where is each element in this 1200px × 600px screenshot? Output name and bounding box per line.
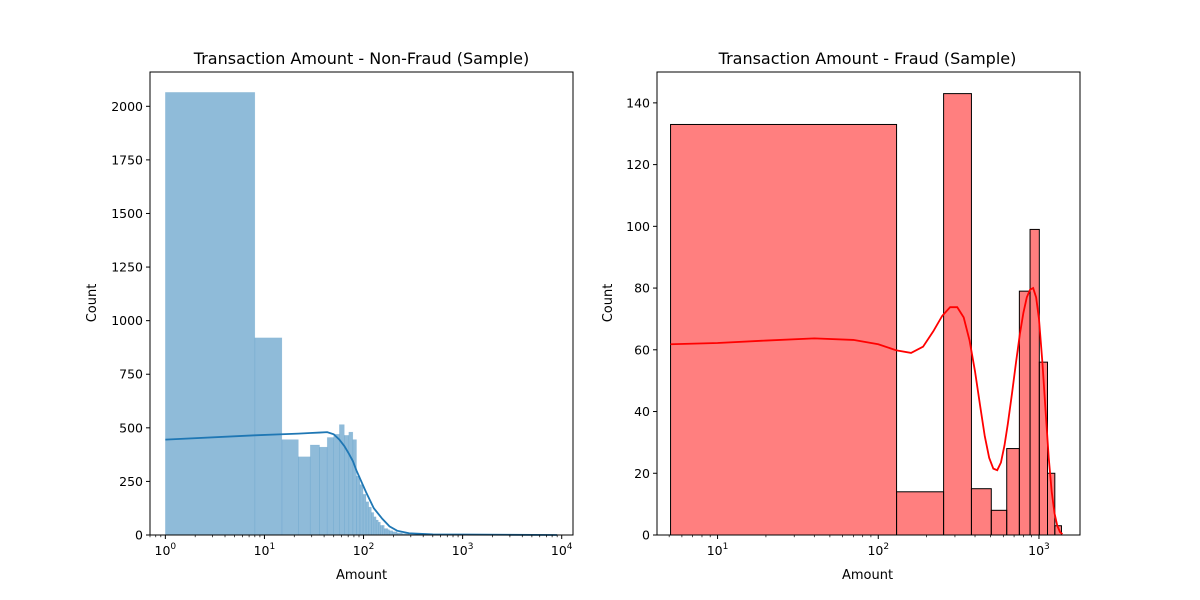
histogram-bar bbox=[348, 431, 354, 536]
histogram-bar bbox=[309, 444, 320, 536]
y-tick-label: 2000 bbox=[111, 99, 143, 114]
kde-line bbox=[670, 286, 1064, 535]
x-tick-label: 100 bbox=[155, 542, 177, 558]
histogram-bar bbox=[990, 509, 1008, 536]
axes-frame bbox=[149, 71, 574, 536]
y-axis-label: Count bbox=[601, 284, 616, 323]
x-tick-label: 103 bbox=[1028, 542, 1050, 558]
y-tick-label: 80 bbox=[634, 281, 650, 296]
histogram-bar bbox=[670, 123, 898, 536]
axes-non-fraud: Transaction Amount - Non-Fraud (Sample) … bbox=[85, 49, 574, 583]
histogram-bar bbox=[319, 446, 328, 536]
histogram-bar bbox=[254, 337, 283, 536]
y-tick-label: 1000 bbox=[111, 313, 143, 328]
y-axis-label: Count bbox=[85, 284, 100, 323]
histogram-bar bbox=[389, 530, 394, 536]
histogram-bar bbox=[368, 506, 372, 536]
histogram-bar bbox=[378, 521, 381, 536]
axes-frame bbox=[656, 71, 1081, 536]
histogram-bar bbox=[970, 488, 992, 536]
histogram-bar bbox=[352, 439, 357, 536]
x-tick-label: 104 bbox=[551, 542, 573, 558]
histogram-bar bbox=[371, 512, 375, 536]
histogram-bar bbox=[375, 519, 379, 536]
histogram-bar bbox=[896, 491, 945, 536]
y-tick-label: 0 bbox=[135, 528, 143, 543]
chart-title: Transaction Amount - Fraud (Sample) bbox=[718, 49, 1017, 68]
y-tick-label: 750 bbox=[119, 367, 143, 382]
histogram-bar bbox=[362, 493, 367, 536]
y-tick-label: 20 bbox=[634, 466, 650, 481]
histogram-bar bbox=[373, 516, 377, 536]
histogram-bar bbox=[356, 475, 361, 536]
kde-line bbox=[165, 431, 558, 536]
histogram-bar bbox=[1006, 448, 1020, 536]
histogram-bar bbox=[943, 93, 972, 536]
y-tick-label: 1500 bbox=[111, 206, 143, 221]
y-tick-label: 1750 bbox=[111, 152, 143, 167]
chart-title: Transaction Amount - Non-Fraud (Sample) bbox=[193, 49, 529, 68]
y-tick-label: 60 bbox=[634, 342, 650, 357]
x-axis-label: Amount bbox=[336, 568, 387, 583]
y-tick-label: 100 bbox=[626, 219, 650, 234]
y-tick-label: 120 bbox=[626, 157, 650, 172]
x-axis-label: Amount bbox=[842, 568, 893, 583]
histogram-bar bbox=[298, 456, 311, 536]
histogram-bar bbox=[165, 92, 256, 536]
x-tick-label: 102 bbox=[867, 542, 889, 558]
y-tick-label: 0 bbox=[642, 528, 650, 543]
y-tick-label: 500 bbox=[119, 420, 143, 435]
y-tick-label: 250 bbox=[119, 474, 143, 489]
histogram-bar bbox=[281, 439, 299, 536]
y-tick-label: 140 bbox=[626, 95, 650, 110]
histogram-bar bbox=[365, 501, 370, 536]
histogram-bar bbox=[1029, 228, 1040, 536]
x-tick-label: 102 bbox=[353, 542, 375, 558]
histogram-bar bbox=[359, 484, 364, 536]
axes-fraud: Transaction Amount - Fraud (Sample) Amou… bbox=[601, 49, 1081, 583]
x-tick-label: 101 bbox=[254, 542, 276, 558]
y-tick-label: 40 bbox=[634, 404, 650, 419]
histogram-bar bbox=[333, 433, 340, 536]
x-tick-label: 103 bbox=[452, 542, 474, 558]
y-tick-label: 1250 bbox=[111, 260, 143, 275]
x-tick-label: 101 bbox=[707, 542, 729, 558]
histogram-bar bbox=[326, 437, 334, 536]
